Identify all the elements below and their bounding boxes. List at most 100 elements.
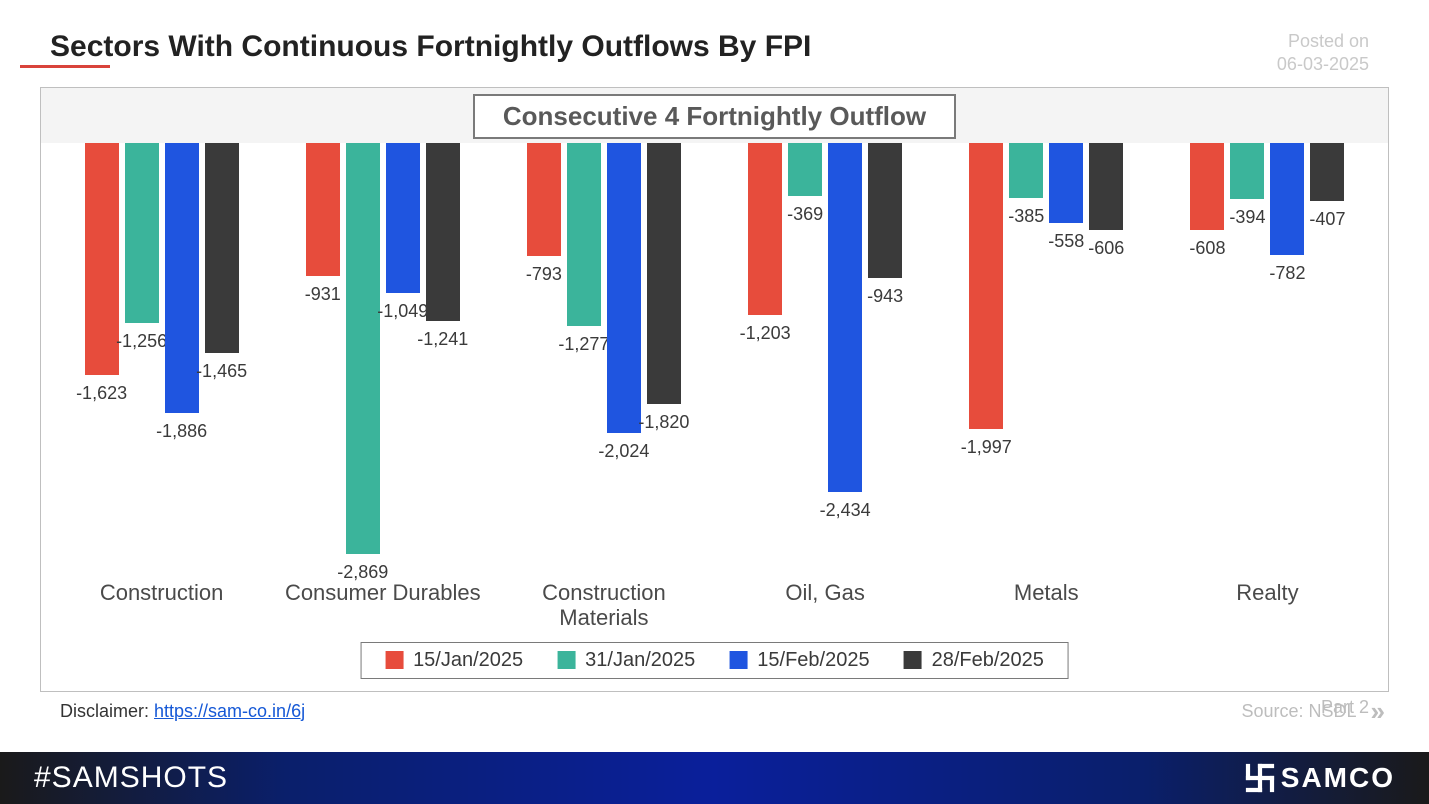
bar-value-label: -1,997 xyxy=(961,437,1012,458)
bar-wrap: -793 xyxy=(527,143,561,286)
bar-value-label: -1,465 xyxy=(196,361,247,382)
bar-wrap: -558 xyxy=(1049,143,1083,252)
bar-value-label: -558 xyxy=(1048,231,1084,252)
bar xyxy=(165,143,199,413)
chart-frame: Consecutive 4 Fortnightly Outflow -1,623… xyxy=(40,87,1389,692)
bar-wrap: -407 xyxy=(1310,143,1344,230)
legend-item: 15/Feb/2025 xyxy=(729,649,869,672)
bar-group: -793-1,277-2,024-1,820 xyxy=(493,143,714,462)
bar-value-label: -1,820 xyxy=(638,412,689,433)
bar-wrap: -1,820 xyxy=(647,143,681,433)
bar-value-label: -1,277 xyxy=(558,334,609,355)
legend-item: 31/Jan/2025 xyxy=(557,649,695,672)
title-block: Sectors With Continuous Fortnightly Outf… xyxy=(50,30,811,64)
bar xyxy=(1190,143,1224,230)
bar-wrap: -1,256 xyxy=(125,143,159,352)
bar-wrap: -931 xyxy=(306,143,340,305)
bar-wrap: -385 xyxy=(1009,143,1043,227)
next-arrow-icon[interactable]: » xyxy=(1371,696,1379,727)
bar-value-label: -1,886 xyxy=(156,421,207,442)
legend-label: 31/Jan/2025 xyxy=(585,649,695,672)
bar-value-label: -1,049 xyxy=(377,301,428,322)
bar-value-label: -608 xyxy=(1189,238,1225,259)
bar-wrap: -1,277 xyxy=(567,143,601,355)
brand-logo: SAMCO xyxy=(1245,762,1395,794)
bar xyxy=(386,143,420,293)
below-chart-row: Disclaimer: https://sam-co.in/6j Source:… xyxy=(0,692,1429,727)
bar xyxy=(1049,143,1083,223)
bar-value-label: -1,241 xyxy=(417,329,468,350)
category-label: Consumer Durables xyxy=(272,580,493,631)
bar xyxy=(426,143,460,321)
posted-caption: Posted on xyxy=(1277,30,1369,53)
bar xyxy=(969,143,1003,429)
bar xyxy=(567,143,601,326)
bar xyxy=(1230,143,1264,199)
bar-value-label: -931 xyxy=(305,284,341,305)
hashtag: #SAMSHOTS xyxy=(34,761,228,795)
chart-title: Consecutive 4 Fortnightly Outflow xyxy=(473,94,956,139)
bar-wrap: -606 xyxy=(1089,143,1123,259)
bar-group: -1,997-385-558-606 xyxy=(936,143,1157,458)
bar-group: -1,203-369-2,434-943 xyxy=(715,143,936,521)
category-labels-row: ConstructionConsumer DurablesConstructio… xyxy=(51,580,1378,631)
bar xyxy=(748,143,782,315)
bar-wrap: -1,241 xyxy=(426,143,460,350)
posted-on: Posted on 06-03-2025 xyxy=(1277,30,1369,77)
bar-wrap: -2,869 xyxy=(346,143,380,583)
bar-value-label: -943 xyxy=(867,286,903,307)
bar-wrap: -943 xyxy=(868,143,902,307)
bar xyxy=(527,143,561,257)
bar xyxy=(306,143,340,276)
bar xyxy=(828,143,862,492)
bar-wrap: -1,997 xyxy=(969,143,1003,458)
bar-groups: -1,623-1,256-1,886-1,465-931-2,869-1,049… xyxy=(51,143,1378,571)
bar-value-label: -2,024 xyxy=(598,441,649,462)
bar-value-label: -385 xyxy=(1008,206,1044,227)
page-title: Sectors With Continuous Fortnightly Outf… xyxy=(50,30,811,64)
plot-area: -1,623-1,256-1,886-1,465-931-2,869-1,049… xyxy=(51,143,1378,571)
samco-swastik-icon xyxy=(1245,763,1275,793)
header-row: Sectors With Continuous Fortnightly Outf… xyxy=(0,0,1429,87)
brand-text: SAMCO xyxy=(1281,762,1395,794)
legend-item: 15/Jan/2025 xyxy=(385,649,523,672)
posted-date: 06-03-2025 xyxy=(1277,53,1369,76)
bar-wrap: -1,049 xyxy=(386,143,420,322)
bar xyxy=(868,143,902,278)
legend-label: 15/Jan/2025 xyxy=(413,649,523,672)
bar-wrap: -394 xyxy=(1230,143,1264,228)
category-label: Oil, Gas xyxy=(715,580,936,631)
category-label: Realty xyxy=(1157,580,1378,631)
bar-wrap: -369 xyxy=(788,143,822,225)
bar xyxy=(607,143,641,433)
bar-wrap: -2,024 xyxy=(607,143,641,462)
bar-value-label: -782 xyxy=(1269,263,1305,284)
bar-value-label: -394 xyxy=(1229,207,1265,228)
bar xyxy=(1270,143,1304,255)
bar-wrap: -608 xyxy=(1190,143,1224,259)
bar-value-label: -1,203 xyxy=(740,323,791,344)
bar-wrap: -782 xyxy=(1270,143,1304,284)
disclaimer-prefix: Disclaimer: xyxy=(60,701,154,721)
bar xyxy=(1009,143,1043,198)
title-underline xyxy=(20,65,110,68)
bar xyxy=(125,143,159,323)
disclaimer: Disclaimer: https://sam-co.in/6j xyxy=(60,701,305,722)
bar xyxy=(647,143,681,404)
category-label: Construction xyxy=(51,580,272,631)
bar-group: -1,623-1,256 -1,886 -1,465 xyxy=(51,143,272,442)
bar-value-label: -369 xyxy=(787,204,823,225)
bar xyxy=(205,143,239,353)
chart-header-band: Consecutive 4 Fortnightly Outflow xyxy=(41,88,1388,143)
bar xyxy=(788,143,822,196)
bar-group: -931-2,869-1,049-1,241 xyxy=(272,143,493,583)
legend-label: 15/Feb/2025 xyxy=(757,649,869,672)
legend-item: 28/Feb/2025 xyxy=(904,649,1044,672)
disclaimer-link[interactable]: https://sam-co.in/6j xyxy=(154,701,305,721)
bar xyxy=(1310,143,1344,201)
bar-value-label: -1,256 xyxy=(116,331,167,352)
part-label: Part 2 xyxy=(1321,697,1369,718)
bar-wrap: -1,623 xyxy=(85,143,119,405)
legend-swatch xyxy=(385,651,403,669)
legend-swatch xyxy=(729,651,747,669)
